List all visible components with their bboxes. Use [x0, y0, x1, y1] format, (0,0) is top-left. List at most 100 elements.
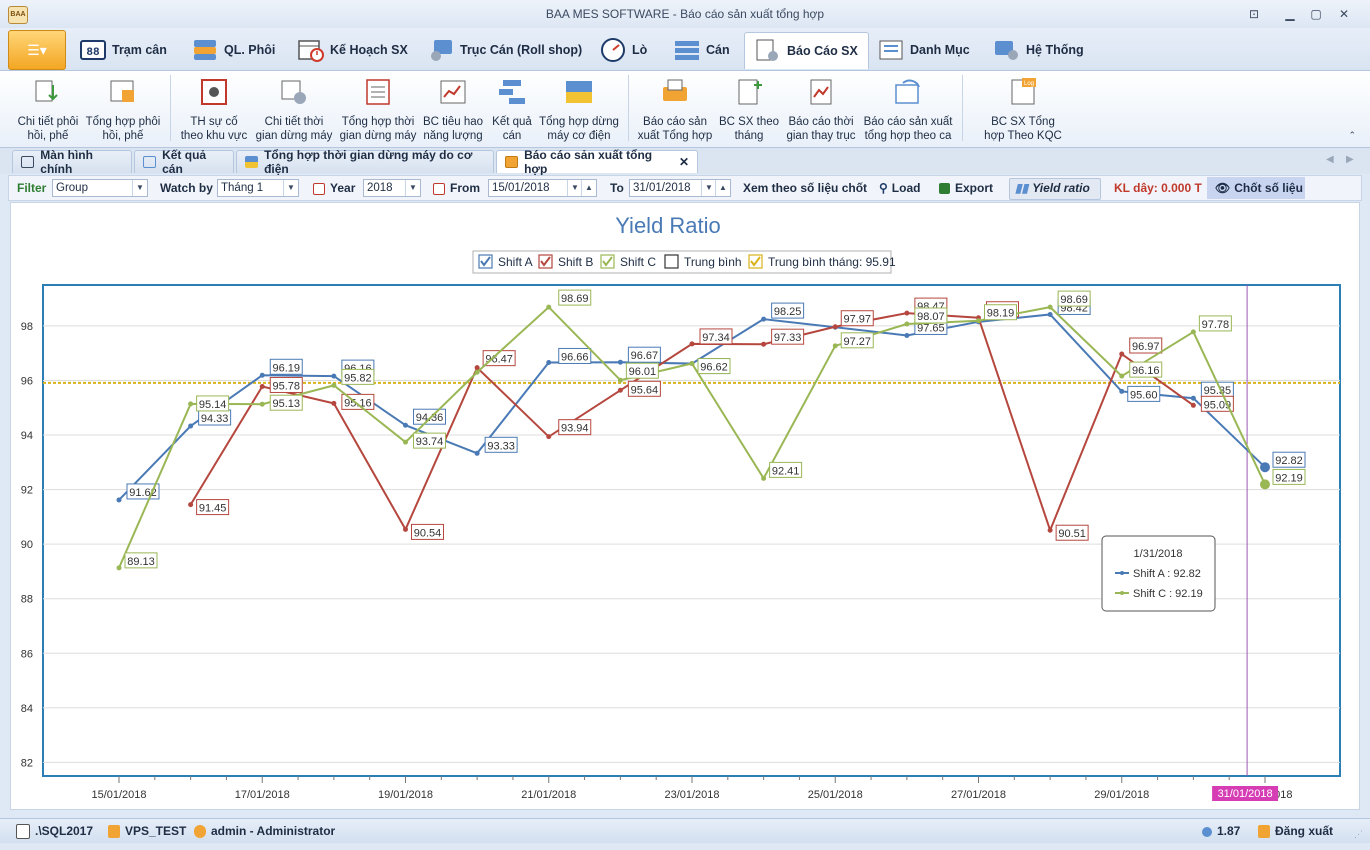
watch-by-combo[interactable]: Tháng 1 ▼: [217, 179, 299, 197]
btn-bc-sx-tong-hop-theo-kqc[interactable]: Log BC SX Tổng hợp Theo KQC: [980, 77, 1066, 143]
tooltip-swatch-dot: [1120, 591, 1124, 595]
tab-danh-muc[interactable]: Danh Mục: [878, 32, 970, 68]
btn-tong-hop-thoi-gian-dung-may[interactable]: Tổng hợp thời gian dừng máy: [338, 77, 418, 143]
minimize-button[interactable]: ▁: [1285, 7, 1295, 21]
btn-th-su-co[interactable]: TH sự cố theo khu vực: [176, 77, 252, 143]
chevron-down-icon[interactable]: ▼: [132, 180, 147, 196]
btn-chi-tiet-phoi-hoi-phe[interactable]: Chi tiết phôi hồi, phế: [12, 77, 84, 143]
data-label: 96.01: [629, 366, 657, 378]
close-tab-icon[interactable]: ✕: [678, 155, 689, 169]
resize-grip-icon[interactable]: ⋰: [1354, 829, 1363, 839]
legend-item[interactable]: Shift B: [538, 254, 593, 269]
data-point: [331, 382, 337, 388]
y-tick-label: 90: [21, 539, 33, 551]
app-menu-button[interactable]: ☰▾: [8, 30, 66, 70]
chot-so-lieu-button[interactable]: [1207, 177, 1305, 199]
doc-tab-man-hinh-chinh[interactable]: Màn hình chính: [12, 148, 132, 176]
btn-tong-hop-dung-may-co-dien[interactable]: Tổng hợp dừng máy cơ điện: [538, 77, 620, 143]
data-label-box: [482, 350, 516, 367]
tab-lo[interactable]: Lò: [600, 32, 647, 68]
eye-icon: 👁: [1215, 181, 1231, 195]
data-point: [1190, 402, 1196, 408]
btn-ket-qua-can[interactable]: Kết quả cán: [488, 77, 536, 143]
ribbon-separator: [628, 75, 629, 141]
doc-tab-bao-cao-sx-tong-hop[interactable]: Báo cáo sản xuất tổng hợp ✕: [496, 148, 698, 176]
y-tick-label: 94: [21, 430, 33, 442]
year-label-group: Year: [313, 181, 355, 195]
window-title: BAA MES SOFTWARE - Báo cáo sản xuất tổng…: [545, 7, 825, 21]
chot-so-lieu-label-group: 👁 Chốt số liệu: [1215, 181, 1303, 195]
data-label-box: [269, 394, 303, 411]
tooltip-box: [1101, 535, 1216, 612]
btn-bc-sx-theo-thang[interactable]: BC SX theo tháng: [718, 77, 780, 143]
filter-toolbar: Filter Group ▼ Watch by Tháng 1 ▼ Year 201…: [8, 175, 1362, 201]
check-icon: [540, 256, 551, 267]
btn-tong-hop-phoi-hoi-phe[interactable]: Tổng hợp phôi hồi, phế: [84, 77, 162, 143]
scroll-tabs-right-icon[interactable]: ▶: [1346, 154, 1354, 165]
btn-bao-cao-san-xuat-tong-hop[interactable]: Báo cáo sản xuất Tổng hợp: [634, 77, 716, 143]
restore-layout-icon[interactable]: ⊡: [1248, 7, 1260, 21]
yield-ratio-button[interactable]: [1009, 178, 1101, 200]
chevron-down-icon[interactable]: ▼: [567, 180, 582, 196]
btn-bao-cao-theo-ca[interactable]: Báo cáo sản xuất tổng hợp theo ca: [862, 77, 954, 143]
xem-theo-so-lieu-chot-button[interactable]: Xem theo số liệu chốt: [743, 181, 868, 195]
btn-bc-tieu-hao-nang-luong[interactable]: BC tiêu hao năng lượng: [420, 77, 486, 143]
calendar-icon: [298, 40, 324, 62]
btn-chi-tiet-thoi-gian-dung-may[interactable]: Chi tiết thời gian dừng máy: [254, 77, 334, 143]
load-button[interactable]: ⚲ Load: [879, 181, 921, 195]
report-gear-icon: [756, 39, 778, 61]
data-point: [188, 423, 194, 429]
tooltip-title: 1/31/2018: [1134, 548, 1183, 560]
tab-can[interactable]: Cán: [674, 32, 730, 68]
from-date-picker[interactable]: 15/01/2018 ▼ ▲: [488, 179, 597, 197]
year-combo[interactable]: 2018 ▼: [363, 179, 421, 197]
spin-up-icon[interactable]: ▲: [715, 180, 730, 196]
legend-item[interactable]: Shift A: [478, 254, 533, 269]
incident-icon: [201, 79, 227, 105]
legend-label: Shift C: [620, 255, 656, 269]
doc-tab-ket-qua-can[interactable]: Kết quả cán: [134, 148, 234, 176]
tab-bao-cao-sx[interactable]: Báo Cáo SX: [744, 32, 869, 69]
tab-he-thong[interactable]: Hệ Thống: [994, 32, 1084, 68]
btn-bao-cao-thoi-gian-thay-truc[interactable]: Báo cáo thời gian thay trục: [782, 77, 860, 143]
to-date-picker[interactable]: 31/01/2018 ▼ ▲: [629, 179, 731, 197]
tab-tram-can[interactable]: 88 Trạm cân: [80, 32, 167, 68]
legend-item[interactable]: Trung bình tháng: 95.91: [748, 254, 896, 269]
chart-legend: Shift A Shift B Shift C Trung bình Trung bìn…: [472, 250, 896, 274]
tab-ke-hoach-sx[interactable]: Kế Hoạch SX: [298, 32, 408, 68]
filter-combo[interactable]: Group ▼: [52, 179, 148, 197]
data-label-box: [1129, 361, 1163, 378]
legend-checkbox: [664, 254, 679, 269]
series-shift-c: 89.13 95.14 95.13 95.82 93.74 98.69 96.01 96.62…: [116, 289, 1306, 571]
data-label: 90.54: [414, 527, 442, 539]
logout-button[interactable]: Đăng xuất: [1258, 824, 1333, 839]
doc-tab-tong-hop-dung-may[interactable]: Tổng hợp thời gian dừng máy do cơ điện: [236, 148, 494, 176]
data-point: [1260, 462, 1270, 473]
collapse-ribbon-icon[interactable]: ⌃: [1348, 130, 1356, 140]
user-icon: [194, 825, 206, 839]
export-button[interactable]: Export: [939, 181, 993, 195]
y-tick-label: 84: [21, 703, 33, 715]
chevron-down-icon[interactable]: ▼: [283, 180, 298, 196]
chevron-down-icon[interactable]: ▼: [405, 180, 420, 196]
tab-ql-phoi[interactable]: QL. Phôi: [192, 32, 275, 68]
document-tab-strip: Màn hình chính Kết quả cán Tổng hợp thời…: [0, 148, 1370, 176]
electromech-icon: [566, 81, 592, 103]
data-label: 97.97: [843, 314, 871, 326]
data-point: [259, 383, 265, 389]
close-button[interactable]: ✕: [1338, 7, 1350, 21]
x-tick-label: 19/01/2018: [378, 789, 433, 801]
y-tick-label: 86: [21, 648, 33, 660]
legend-item[interactable]: Trung bình: [664, 254, 742, 269]
maximize-button[interactable]: ▢: [1310, 7, 1322, 21]
server-status: .\SQL2017: [16, 824, 93, 840]
data-label-box: [984, 304, 1017, 321]
data-label: 93.33: [487, 440, 515, 452]
spin-up-icon[interactable]: ▲: [581, 180, 596, 196]
chevron-down-icon[interactable]: ▼: [701, 180, 716, 196]
tab-truc-can[interactable]: Trục Cán (Roll shop): [428, 32, 582, 68]
legend-item[interactable]: Shift C: [600, 254, 656, 269]
scroll-tabs-left-icon[interactable]: ◀: [1326, 154, 1334, 165]
check-icon: [602, 256, 613, 267]
data-label-box: [558, 347, 592, 364]
